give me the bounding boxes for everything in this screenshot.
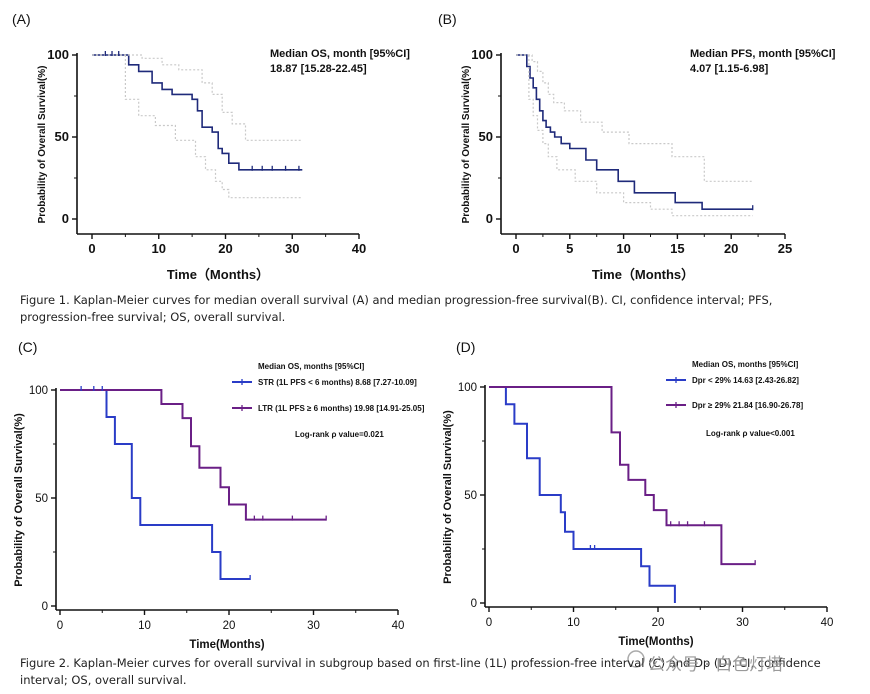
panel-a-y-tick-label: 0 [62,211,69,226]
panel-c-legend-label-1: STR (1L PFS < 6 months) 8.68 [7.27-10.09… [258,378,417,387]
panel-b-annotation-1: Median PFS, month [95%CI] [690,48,836,60]
panel-b-x-tick-label: 10 [616,241,630,256]
panel-d-legend-label-1: Dpr < 29% 14.63 [2.43-26.82] [692,376,799,385]
panel-b-label: (B) [438,11,457,27]
panel-b-x-tick-label: 20 [724,241,738,256]
panel-a-x-axis-title: Time（Months） [167,267,269,282]
panel-c-series-1-line [60,389,251,580]
panel-c-x-axis-title: Time(Months) [189,639,264,651]
figure2-caption: Figure 2. Kaplan-Meier curves for overal… [20,656,821,687]
panel-a-annotation-2: 18.87 [15.28-22.45] [270,63,367,75]
panel-c-x-tick-label: 0 [57,620,63,632]
panel-b-x-tick-label: 25 [778,241,792,256]
panel-c-y-tick-label: 100 [29,385,48,397]
panel-a-y-tick-label: 50 [55,129,69,144]
panel-d-label: (D) [456,339,475,355]
panel-a-estimate-line [92,54,303,171]
panel-d-series-1-line [489,386,676,603]
panel-b-annotation-2: 4.07 [1.15-6.98] [690,63,769,75]
panel-d-annotation-1: Median OS, months [95%CI] [692,360,799,369]
panel-c-y-tick-label: 0 [42,601,48,613]
panel-c-legend-label-2: LTR (1L PFS ≥ 6 months) 19.98 [14.91-25.… [258,404,425,413]
panel-b-y-tick-label: 100 [471,47,493,62]
panel-b-y-axis-title: Probability of Overall Survival(%) [461,66,472,224]
panel-d-y-tick-label: 50 [464,490,477,502]
panel-d-series-2-line [489,386,756,566]
panel-a-x-tick-label: 30 [285,241,299,256]
panel-c-logrank-note: Log-rank ρ value=0.021 [295,430,384,439]
panel-d-y-tick-label: 100 [458,382,477,394]
panel-a-label: (A) [12,11,31,27]
panel-d-x-tick-label: 30 [736,617,749,629]
figure1-caption: Figure 1. Kaplan-Meier curves for median… [20,293,773,324]
panel-d-y-tick-label: 0 [471,598,477,610]
panel-a-annotation-1: Median OS, month [95%CI] [270,48,410,60]
panel-c-x-tick-label: 20 [223,620,236,632]
panel-b-x-tick-label: 15 [670,241,684,256]
panel-c-x-tick-label: 40 [392,620,405,632]
panel-a-x-tick-label: 20 [218,241,232,256]
panel-d-x-tick-label: 10 [567,617,580,629]
panel-d-x-tick-label: 20 [652,617,665,629]
panel-d-x-tick-label: 0 [486,617,492,629]
panel-d-x-tick-label: 40 [821,617,834,629]
panel-b-x-tick-label: 5 [566,241,573,256]
panel-a-ci-lower-line [124,55,303,199]
panel-c-annotation-1: Median OS, months [95%CI] [258,362,365,371]
panel-b-y-tick-label: 0 [486,211,493,226]
panel-b-ci-lower-line [528,55,753,217]
panel-c-label: (C) [18,339,37,355]
panel-d-y-axis-title: Probability of Overall Survival(%) [442,410,454,584]
panel-b-y-tick-label: 50 [479,129,493,144]
panel-a-x-tick-label: 10 [152,241,166,256]
panel-b-estimate-line [516,54,753,210]
panel-b-ci-upper-line [516,54,753,182]
panel-b-x-tick-label: 0 [512,241,519,256]
watermark-text: 公众号 · 白色灯塔 [648,655,784,675]
panel-b-x-axis-title: Time（Months） [592,267,694,282]
panel-c-y-axis-title: Probability of Overall Survival(%) [13,413,25,587]
panel-a-x-tick-label: 0 [88,241,95,256]
panel-c-series-2-line [60,389,327,521]
panel-a-y-axis-title: Probability of Overall Survival(%) [37,66,48,224]
panel-c-x-tick-label: 10 [138,620,151,632]
panel-a-x-tick-label: 40 [352,241,366,256]
panel-a-y-tick-label: 100 [47,47,69,62]
watermark-logo-icon [627,650,645,668]
panel-c-x-tick-label: 30 [307,620,320,632]
panel-d-x-axis-title: Time(Months) [618,636,693,648]
panel-c-y-tick-label: 50 [35,493,48,505]
panel-d-logrank-note: Log-rank ρ value<0.001 [706,429,795,438]
panel-d-legend-label-2: Dpr ≥ 29% 21.84 [16.90-26.78] [692,401,803,410]
